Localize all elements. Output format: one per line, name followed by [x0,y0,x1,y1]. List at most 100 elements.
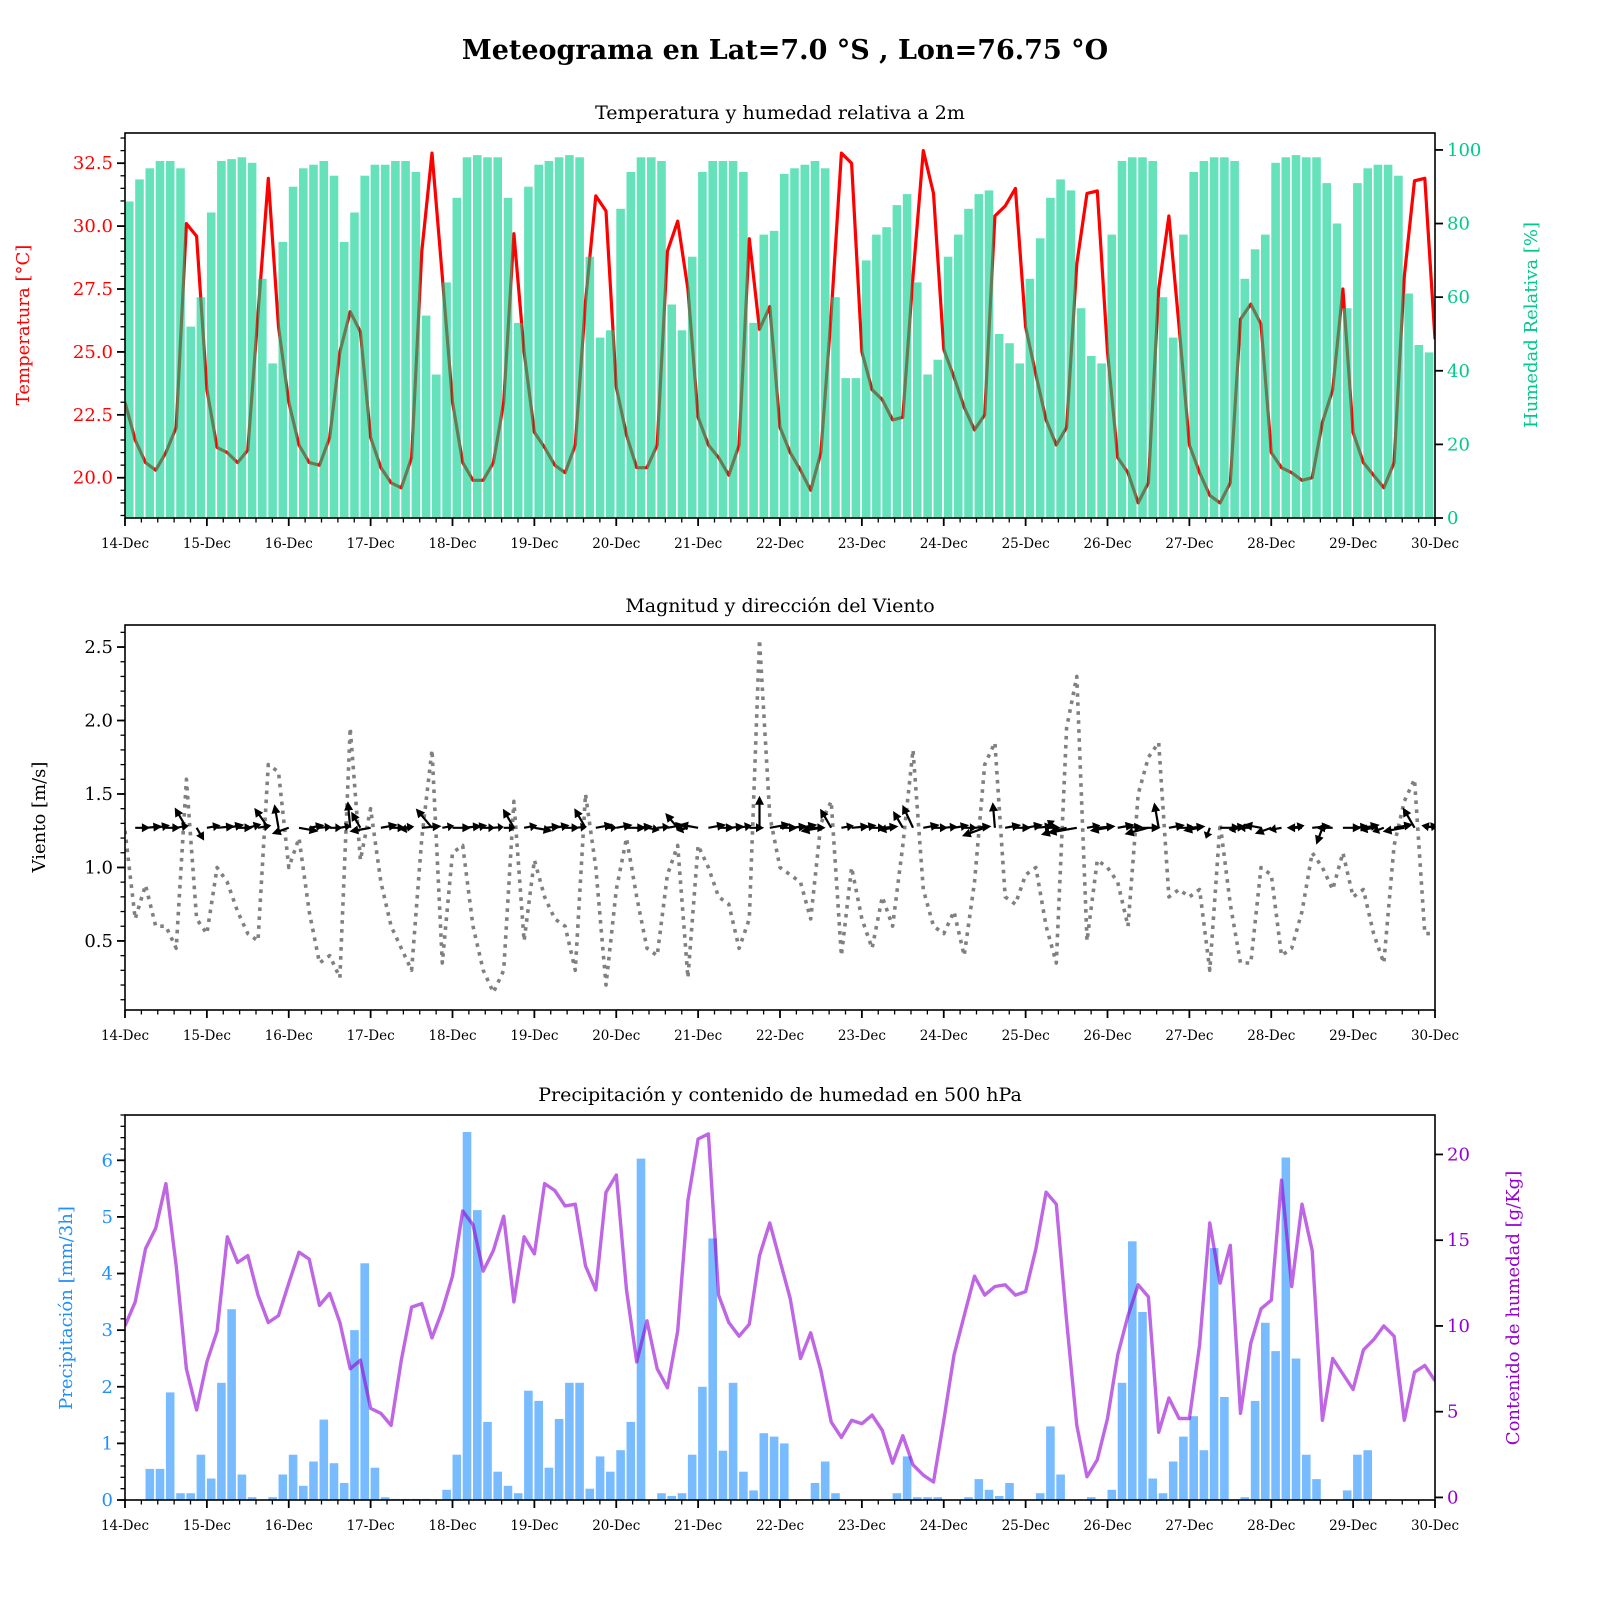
x-tick-label: 25-Dec [1002,536,1050,552]
y-tick-label: 0.5 [84,931,113,952]
precipitation-bar [565,1382,574,1500]
x-tick-label: 30-Dec [1411,1028,1459,1044]
humidity-bar [923,374,932,518]
wind-direction-arrow [554,822,570,832]
panel1-plot-area [125,149,1435,518]
wind-direction-arrow [1086,822,1101,832]
precipitation-bar [268,1497,277,1500]
humidity-bar [718,161,728,518]
humidity-bar [626,172,636,518]
humidity-bar [974,194,984,518]
precipitation-bar [933,1497,943,1500]
precipitation-bar [186,1493,195,1500]
panel2-ylabel-wind: Viento [m/s] [29,762,50,874]
precipitation-bar [1302,1454,1311,1500]
humidity-bar [401,161,410,518]
wind-direction-arrow [565,823,580,833]
y-tick-label: 1 [102,1433,113,1454]
wind-direction-arrow [217,822,235,832]
y-right-tick-label: 100 [1447,140,1481,161]
humidity-bar [585,256,595,518]
humidity-bar [1404,293,1413,518]
x-tick-label: 20-Dec [592,1028,640,1044]
humidity-bar [708,161,717,518]
humidity-bar [319,161,329,518]
wind-direction-arrow [344,801,354,828]
wind-direction-arrow [135,823,151,833]
wind-direction-arrow [964,823,977,833]
wind-direction-arrow [878,824,893,834]
wind-direction-arrow [861,822,877,832]
y-tick-label: 1.0 [84,857,113,878]
humidity-bar [892,205,902,518]
humidity-bar [1250,249,1260,518]
humidity-bar [1383,164,1393,518]
humidity-bar [1414,345,1424,518]
wind-direction-arrow [728,822,745,832]
humidity-bar [217,161,226,518]
wind-direction-arrow [1359,824,1374,834]
panel1-title: Temperatura y humedad relativa a 2m [595,102,965,124]
precipitation-bar [606,1471,615,1500]
precipitation-bar [1271,1351,1280,1500]
humidity-bar [1189,172,1198,518]
x-tick-label: 27-Dec [1165,1028,1213,1044]
precipitation-bar [299,1485,308,1500]
precipitation-bar [288,1454,298,1500]
x-tick-label: 18-Dec [428,1518,476,1534]
precipitation-bar [1209,1248,1219,1500]
wind-direction-arrow [442,822,455,832]
y-tick-label: 30.0 [73,216,113,237]
wind-direction-arrow [1342,823,1362,833]
y-tick-label: 2.0 [84,711,113,732]
x-tick-label: 19-Dec [510,1518,558,1534]
precipitation-bar [913,1497,922,1500]
y-tick-label: 32.5 [73,153,113,174]
precipitation-bar [1363,1450,1372,1500]
precipitation-bar [503,1485,513,1500]
humidity-bar [1015,363,1024,518]
humidity-bar [800,164,810,518]
humidity-bar [1148,161,1157,518]
humidity-bar [1128,157,1137,518]
x-tick-label: 17-Dec [347,536,395,552]
humidity-bar [1199,161,1209,518]
x-tick-label: 22-Dec [756,536,804,552]
humidity-bar [861,260,871,518]
precipitation-bar [217,1382,226,1500]
humidity-bar [1353,183,1362,518]
humidity-bar [1076,308,1086,518]
x-tick-label: 21-Dec [674,536,722,552]
wind-direction-arrow [800,821,818,831]
wind-direction-arrow [626,823,647,833]
wind-direction-arrow [298,825,319,835]
precipitation-bar [1250,1400,1260,1500]
wind-direction-arrow [1124,826,1149,837]
humidity-bar [1066,190,1076,518]
x-tick-label: 30-Dec [1411,1518,1459,1534]
humidity-bar [882,227,891,518]
y-tick-label: 25.0 [73,342,113,363]
wind-direction-arrow [1183,824,1200,834]
humidity-bar [206,212,216,518]
precipitation-bar [155,1468,165,1500]
precipitation-bar [196,1454,206,1500]
humidity-bar [186,326,195,518]
precipitation-bar [1158,1493,1168,1500]
humidity-bar [728,161,738,518]
precipitation-bar [1148,1478,1157,1500]
wind-direction-arrow [790,822,808,832]
wind-direction-arrow [254,807,270,829]
precipitation-bar [1005,1483,1014,1500]
wind-direction-arrow [989,802,998,828]
wind-direction-arrow [1015,823,1032,833]
wind-direction-arrow [165,823,181,833]
wind-direction-arrow [800,825,822,835]
wind-direction-arrow [646,824,660,834]
panel3-plot-area [125,1132,1435,1500]
humidity-bar [1424,352,1434,518]
humidity-bar [810,161,820,518]
wind-direction-arrow [155,822,170,832]
y-right-tick-label: 5 [1447,1402,1458,1423]
humidity-bar [984,190,994,518]
